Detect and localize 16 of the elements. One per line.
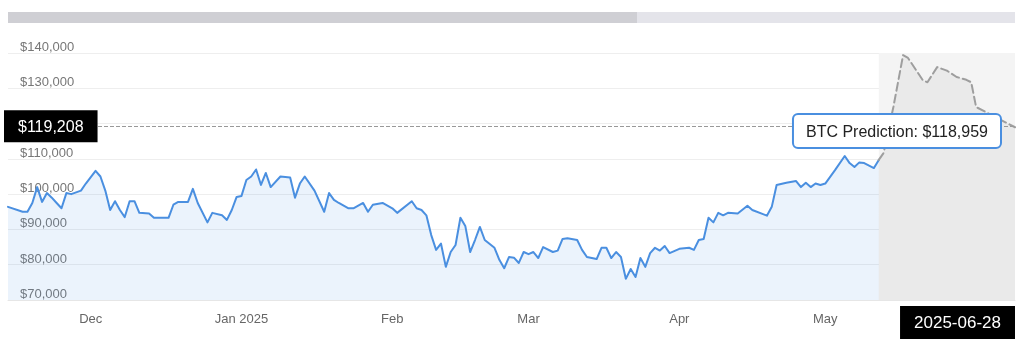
x-tick-label: Jan 2025 xyxy=(214,311,269,326)
x-tick-label: Apr xyxy=(669,311,691,326)
y-tick-label: $140,000 xyxy=(20,39,75,54)
text: 2025-06-28 xyxy=(914,313,1002,332)
y-tick-label: $100,000 xyxy=(20,180,75,196)
y-tick-label: $80,000 xyxy=(20,250,67,266)
x-tick-label: May xyxy=(812,311,839,326)
x-tick-label: Mar xyxy=(517,311,541,326)
ref-line-label: $119,208 xyxy=(18,117,84,135)
y-tick-label: $90,000 xyxy=(20,215,67,231)
annotation: BTC Prediction: $118,959 xyxy=(805,122,989,140)
x-tick-label: Feb xyxy=(381,311,404,326)
y-tick-label: $110,000 xyxy=(20,144,74,160)
x-tick-label: Dec xyxy=(79,311,103,326)
y-tick-label: $130,000 xyxy=(20,74,75,90)
y-tick-label: $70,000 xyxy=(20,286,67,301)
